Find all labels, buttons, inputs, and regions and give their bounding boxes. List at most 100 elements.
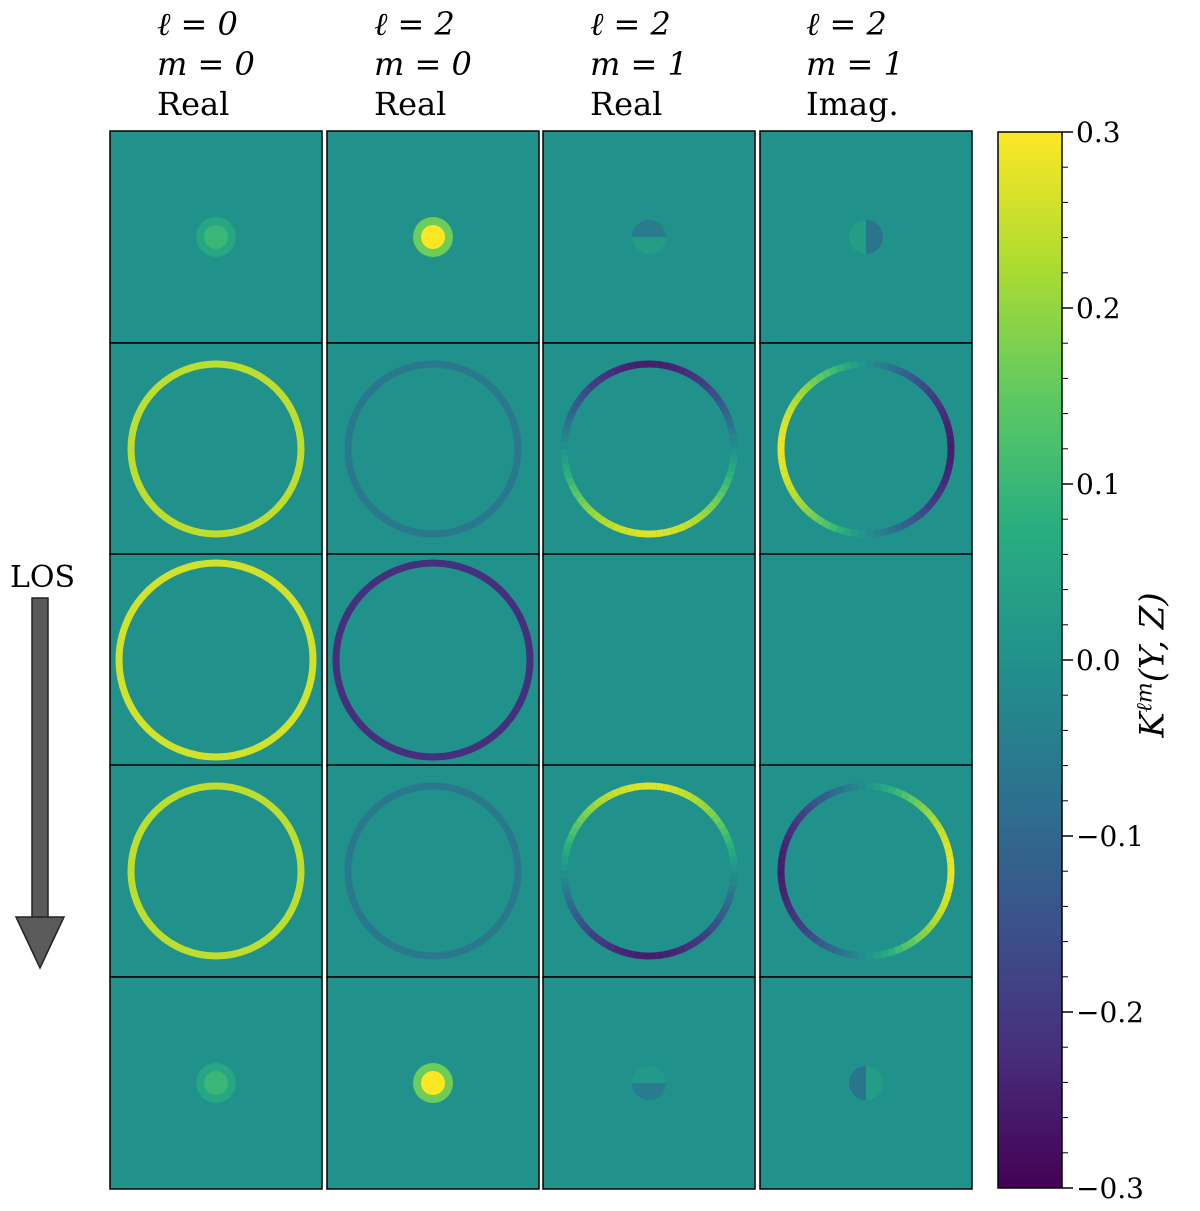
kernel-ring-segment [777, 456, 786, 465]
kernel-ring-segment [803, 381, 814, 392]
kernel-ring-segment [850, 529, 859, 538]
kernel-ring-segment [729, 456, 738, 465]
kernel-ring-segment [560, 456, 569, 465]
kernel-ring-segment [727, 885, 737, 894]
kernel-ring-segment [946, 456, 955, 465]
kernel-ring-segment [778, 463, 788, 472]
kernel-ring-segment [565, 898, 576, 909]
colorbar-tick-label: −0.2 [1076, 996, 1144, 1029]
kernel-ring-segment [711, 814, 722, 825]
column-header-l: ℓ = 0 [157, 5, 238, 43]
kernel-panel [109, 976, 323, 1190]
kernel-ring-segment [719, 483, 730, 494]
column-header-1: ℓ = 0 m = 0 Real [157, 4, 317, 124]
kernel-ring-segment [815, 794, 826, 805]
kernel-ring-segment [918, 803, 929, 814]
kernel-ring-segment [946, 433, 955, 442]
kernel-ring-segment [719, 826, 730, 837]
colorbar-tick-label: 0.3 [1076, 120, 1121, 149]
column-header-3: ℓ = 2 m = 1 Real [590, 4, 750, 124]
kernel-panel [109, 130, 323, 344]
kernel-ring-segment [586, 506, 597, 517]
kernel-ring-segment [936, 905, 947, 916]
kernel-ring-segment [782, 476, 793, 487]
kernel-ring-segment [936, 826, 947, 837]
kernel-ring-segment [873, 529, 882, 538]
kernel-ring-segment [815, 515, 826, 526]
colorbar-tick-label: 0.2 [1076, 292, 1121, 325]
kernel-ring-segment [828, 787, 839, 798]
kernel-ring-segment [780, 892, 790, 902]
kernel-ring-segment [939, 411, 950, 422]
kernel-ring-segment [689, 937, 700, 948]
kernel-ring-segment [663, 527, 672, 537]
panel-background [543, 765, 755, 977]
kernel-ring-segment [928, 495, 939, 506]
colorbar-tick-label: 0.0 [1076, 644, 1121, 677]
kernel-ring-segment [727, 426, 737, 435]
kernel-ring-segment [809, 933, 820, 944]
kernel-ring-segment [572, 489, 583, 500]
kernel-ring-segment [782, 898, 793, 909]
kernel-ring-segment [918, 506, 929, 517]
kernel-ring-segment [618, 947, 628, 957]
kernel-ring-segment [626, 361, 635, 371]
kernel-ring [332, 559, 534, 761]
kernel-ring-segment [928, 392, 939, 403]
kernel-panel [542, 342, 756, 556]
kernel-ring-segment [936, 483, 947, 494]
kernel-ring-segment [918, 928, 929, 939]
kernel-ring-segment [568, 826, 579, 837]
kernel-ring-segment [798, 501, 809, 512]
colorbar-tick-label: 0.1 [1076, 468, 1121, 501]
column-header-part: Real [590, 85, 663, 123]
kernel-ring-segment [695, 798, 706, 809]
kernel-ring-segment [581, 808, 592, 819]
colorbar-label-base: K [1132, 712, 1173, 738]
kernel-ring-segment [778, 885, 788, 894]
kernel-blob-core [421, 1071, 445, 1095]
kernel-ring-segment [873, 360, 882, 369]
kernel-ring [115, 559, 317, 761]
kernel-ring-segment [798, 808, 809, 819]
kernel-ring-segment [942, 470, 952, 480]
kernel-ring-segment [711, 917, 722, 928]
los-arrow-icon [14, 597, 66, 970]
kernel-ring-segment [706, 386, 717, 397]
kernel-ring-segment [663, 361, 672, 371]
kernel-ring-segment [719, 404, 730, 415]
kernel-ring-segment [576, 917, 587, 928]
kernel-ring-segment [576, 392, 587, 403]
kernel-ring-segment [828, 365, 839, 376]
kernel-ring-segment [900, 941, 911, 952]
kernel-ring-segment [670, 947, 680, 957]
kernel-panel [109, 342, 323, 556]
kernel-ring-segment [670, 363, 680, 373]
kernel-ring-segment [683, 941, 694, 952]
kernel-ring-segment [626, 783, 635, 793]
kernel-ring-segment [561, 426, 571, 435]
kernel-ring-segment [777, 855, 786, 864]
kernel-panel [542, 976, 756, 1190]
panel-background [543, 554, 755, 766]
kernel-ring-segment [722, 898, 733, 909]
kernel-ring-segment [932, 489, 943, 500]
kernel-ring-segment [727, 463, 737, 472]
kernel-ring-segment [850, 951, 859, 960]
kernel-ring-segment [932, 398, 943, 409]
kernel-ring-segment [576, 495, 587, 506]
kernel-ring-segment [918, 381, 929, 392]
kernel-ring-segment [706, 923, 717, 934]
kernel-ring-segment [576, 814, 587, 825]
panel-background [760, 554, 972, 766]
kernel-ring-segment [809, 376, 820, 387]
panel-frame [326, 976, 540, 1190]
kernel-panel [759, 342, 973, 556]
kernel-ring-segment [873, 951, 882, 960]
kernel-ring-segment [572, 911, 583, 922]
kernel-ring-segment [923, 501, 934, 512]
kernel-ring-segment [893, 365, 904, 376]
kernel-blob-bottom-half [632, 1083, 666, 1100]
kernel-ring-segment [821, 519, 832, 530]
kernel-ring-segment [633, 529, 642, 538]
